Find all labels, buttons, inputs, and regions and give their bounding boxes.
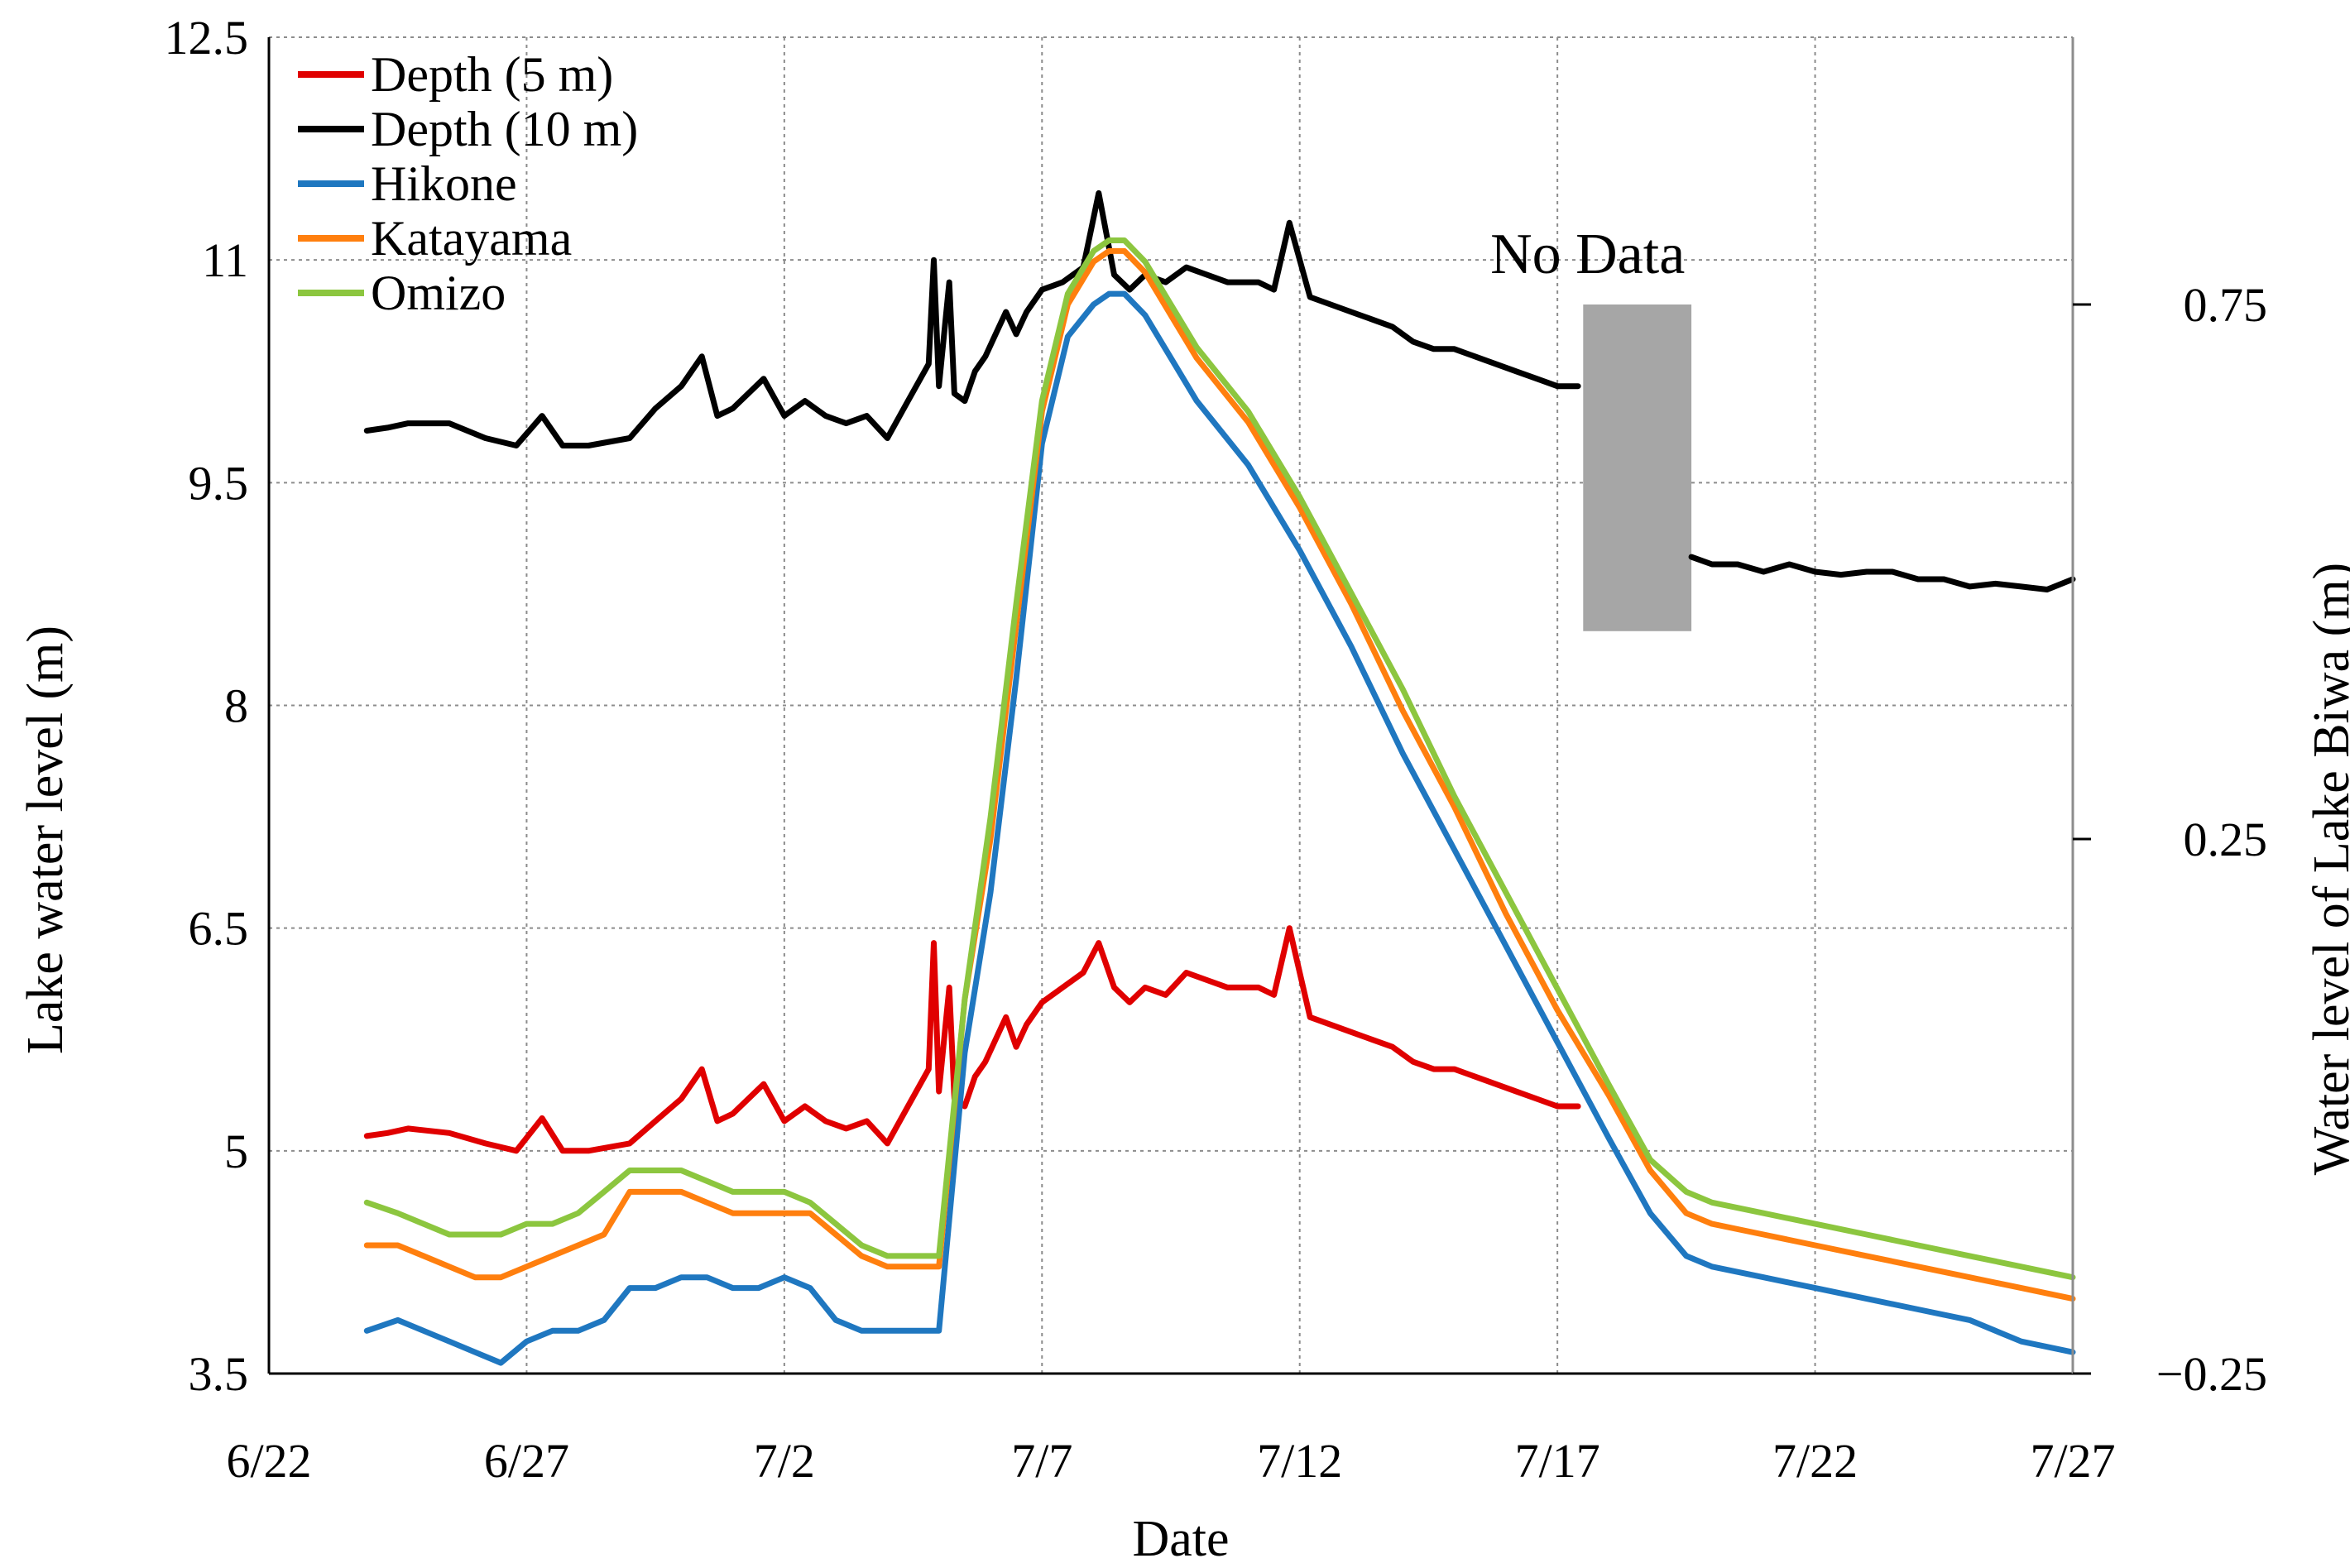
y-axis-title: Lake water level (m) xyxy=(17,626,74,1054)
x-tick-labels: 6/22 6/27 7/2 7/7 7/12 7/17 7/22 7/27 xyxy=(226,1434,2115,1488)
grid-lines xyxy=(269,36,2074,1374)
series-line-depth-5-m xyxy=(363,925,1581,1154)
series-line-hikone xyxy=(363,290,2076,1366)
y-tick-label: 5 xyxy=(224,1124,248,1178)
y-tick-label: 9.5 xyxy=(189,456,249,510)
series-line-katayama xyxy=(363,247,2076,1302)
legend-label: Omizo xyxy=(371,266,506,320)
y2-axis-title: Water level of Lake Biwa (m) xyxy=(2304,563,2350,1175)
no-data-annotation: No Data xyxy=(1490,223,1692,631)
y-tick-label: 12.5 xyxy=(165,11,249,65)
y2-tick-label: 0.75 xyxy=(2184,278,2268,332)
no-data-label: No Data xyxy=(1490,223,1685,286)
y2-tick-labels: −0.25 0.25 0.75 xyxy=(2073,278,2267,1401)
legend-label: Depth (10 m) xyxy=(371,102,638,156)
no-data-rect xyxy=(1583,304,1692,631)
x-tick-label: 7/27 xyxy=(2030,1434,2115,1488)
y-tick-label: 11 xyxy=(202,233,248,287)
series-lines xyxy=(363,189,2076,1366)
legend: Depth (5 m)Depth (10 m)HikoneKatayamaOmi… xyxy=(298,47,638,320)
x-tick-label: 7/17 xyxy=(1515,1434,1600,1488)
x-tick-label: 7/22 xyxy=(1772,1434,1858,1488)
x-tick-label: 7/7 xyxy=(1011,1434,1072,1488)
x-axis-title: Date xyxy=(1132,1511,1229,1567)
x-tick-label: 7/2 xyxy=(754,1434,815,1488)
series-line-omizo xyxy=(363,237,2076,1281)
legend-label: Hikone xyxy=(371,156,517,211)
legend-label: Katayama xyxy=(371,211,572,266)
x-tick-label: 6/27 xyxy=(484,1434,569,1488)
y-tick-label: 6.5 xyxy=(189,902,249,956)
y2-tick-label: −0.25 xyxy=(2156,1347,2267,1401)
x-tick-label: 7/12 xyxy=(1257,1434,1342,1488)
y-tick-label: 3.5 xyxy=(189,1347,249,1401)
y2-tick-label: 0.25 xyxy=(2184,813,2268,866)
legend-label: Depth (5 m) xyxy=(371,47,613,102)
series-line-depth-10-m xyxy=(363,189,1581,448)
axes xyxy=(267,37,2074,1375)
series-line-depth-10-m xyxy=(1688,554,2076,592)
y-tick-labels: 3.5 5 6.5 8 9.5 11 12.5 xyxy=(165,11,249,1401)
y-tick-label: 8 xyxy=(224,679,248,733)
x-tick-label: 6/22 xyxy=(226,1434,311,1488)
